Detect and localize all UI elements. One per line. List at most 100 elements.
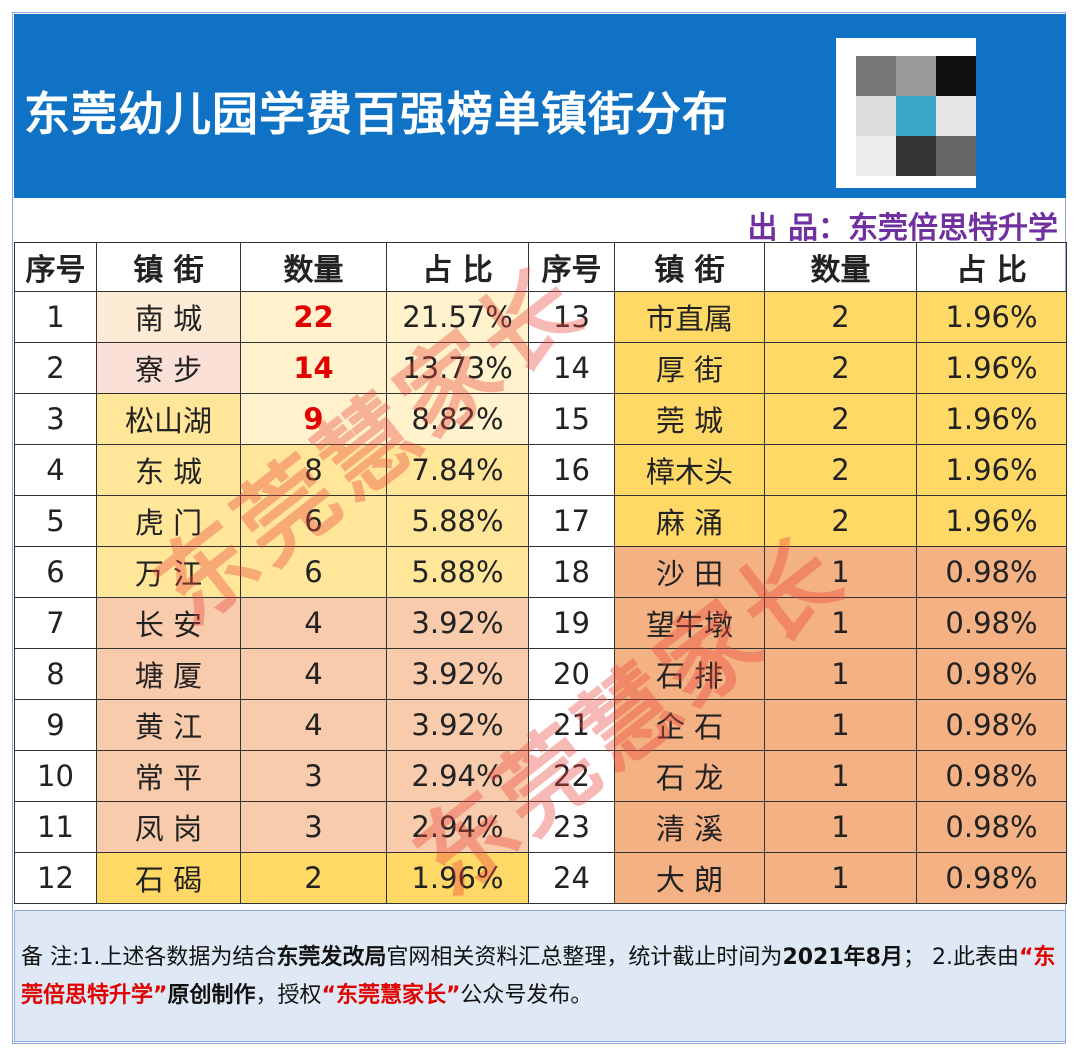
table-cell: 1 <box>764 699 917 751</box>
table-row: 11 凤 岗 3 2.94% 23 清 溪 1 0.98% <box>14 801 1067 853</box>
table-cell: 2 <box>764 393 917 445</box>
note: 备 注:1.上述各数据为结合东莞发改局官网相关资料汇总整理，统计截止时间为202… <box>14 910 1066 1042</box>
table-cell: 1.96% <box>916 444 1067 496</box>
table-cell: 石 龙 <box>614 750 765 802</box>
table-cell: 1 <box>764 546 917 598</box>
column-header: 镇 街 <box>96 242 241 292</box>
table-cell: 0.98% <box>916 699 1067 751</box>
table-cell: 长 安 <box>96 597 241 649</box>
table-cell: 清 溪 <box>614 801 765 853</box>
table-cell: 19 <box>528 597 615 649</box>
table-cell: 麻 涌 <box>614 495 765 547</box>
table-cell: 沙 田 <box>614 546 765 598</box>
table-cell: 1.96% <box>916 342 1067 394</box>
table-cell: 5.88% <box>386 495 529 547</box>
table-cell: 寮 步 <box>96 342 241 394</box>
table-cell: 0.98% <box>916 597 1067 649</box>
table-cell: 望牛墩 <box>614 597 765 649</box>
producer: 出 品：东莞倍思特升学 <box>747 211 1058 246</box>
table-cell: 8 <box>14 648 97 700</box>
table-cell: 1 <box>764 852 917 904</box>
table-cell: 樟木头 <box>614 444 765 496</box>
table-cell: 9 <box>240 393 387 445</box>
table-cell: 7.84% <box>386 444 529 496</box>
note-highlight: “东莞慧家长” <box>321 983 461 1008</box>
column-header: 数量 <box>240 242 387 292</box>
column-header: 数量 <box>764 242 917 292</box>
table-cell: 常 平 <box>96 750 241 802</box>
table-cell: 1 <box>764 648 917 700</box>
table-cell: 1 <box>764 597 917 649</box>
table-cell: 塘 厦 <box>96 648 241 700</box>
table-cell: 1.96% <box>386 852 529 904</box>
table-cell: 9 <box>14 699 97 751</box>
table-cell: 8.82% <box>386 393 529 445</box>
table-cell: 东 城 <box>96 444 241 496</box>
table-cell: 15 <box>528 393 615 445</box>
table-cell: 1.96% <box>916 495 1067 547</box>
table-cell: 13 <box>528 291 615 343</box>
table-cell: 18 <box>528 546 615 598</box>
table-cell: 2 <box>240 852 387 904</box>
note-text: ，授权 <box>255 983 322 1008</box>
table-cell: 2 <box>764 342 917 394</box>
table-cell: 大 朗 <box>614 852 765 904</box>
table-cell: 2 <box>764 495 917 547</box>
column-header: 序号 <box>528 242 615 292</box>
table-cell: 4 <box>240 597 387 649</box>
table-cell: 2 <box>14 342 97 394</box>
table-cell: 11 <box>14 801 97 853</box>
note-text: ； 2.此表由 <box>902 945 1019 970</box>
table-cell: 4 <box>240 648 387 700</box>
table-cell: 0.98% <box>916 546 1067 598</box>
table-cell: 企 石 <box>614 699 765 751</box>
column-header: 镇 街 <box>614 242 765 292</box>
table-cell: 万 江 <box>96 546 241 598</box>
table-cell: 0.98% <box>916 648 1067 700</box>
table-cell: 石 碣 <box>96 852 241 904</box>
qr-code <box>836 38 976 188</box>
column-header: 占 比 <box>916 242 1067 292</box>
table-cell: 4 <box>240 699 387 751</box>
table-cell: 1 <box>14 291 97 343</box>
table-cell: 石 排 <box>614 648 765 700</box>
table-row: 10 常 平 3 2.94% 22 石 龙 1 0.98% <box>14 750 1067 802</box>
table-cell: 3 <box>240 750 387 802</box>
table-cell: 3.92% <box>386 699 529 751</box>
note-text: 备 注:1.上述各数据为结合 <box>21 945 277 970</box>
table-cell: 1 <box>764 801 917 853</box>
table-cell: 松山湖 <box>96 393 241 445</box>
table-cell: 6 <box>14 546 97 598</box>
table-cell: 2.94% <box>386 750 529 802</box>
note-bold: 原创制作 <box>167 983 256 1008</box>
table-cell: 南 城 <box>96 291 241 343</box>
table-cell: 凤 岗 <box>96 801 241 853</box>
column-header: 序号 <box>14 242 97 292</box>
table-row: 3 松山湖 9 8.82% 15 莞 城 2 1.96% <box>14 393 1067 445</box>
note-text: 官网相关资料汇总整理，统计截止时间为 <box>386 945 783 970</box>
table-cell: 3.92% <box>386 648 529 700</box>
table-cell: 0.98% <box>916 750 1067 802</box>
note-bold: 东莞发改局 <box>276 945 387 970</box>
table-cell: 22 <box>240 291 387 343</box>
table-cell: 1.96% <box>916 393 1067 445</box>
table-cell: 20 <box>528 648 615 700</box>
table-cell: 17 <box>528 495 615 547</box>
table-cell: 黄 江 <box>96 699 241 751</box>
banner: 东莞幼儿园学费百强榜单镇街分布 <box>14 14 1066 198</box>
table-row: 12 石 碣 2 1.96% 24 大 朗 1 0.98% <box>14 852 1067 904</box>
table-cell: 13.73% <box>386 342 529 394</box>
table-cell: 5 <box>14 495 97 547</box>
table-cell: 14 <box>240 342 387 394</box>
title: 东莞幼儿园学费百强榜单镇街分布 <box>24 87 729 141</box>
